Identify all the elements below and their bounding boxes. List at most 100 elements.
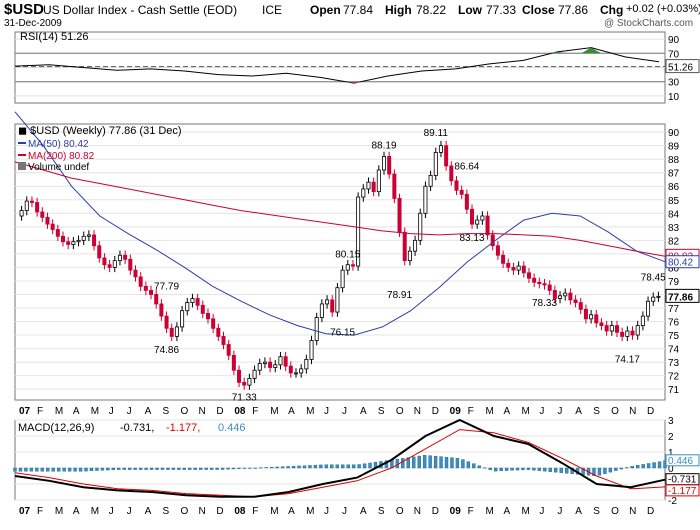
- macd-histogram-bar: [603, 467, 607, 474]
- price-tick-label: 79: [668, 277, 680, 288]
- macd-histogram-bar: [106, 467, 110, 471]
- price-candle: [195, 298, 200, 306]
- macd-histogram-bar: [275, 466, 279, 469]
- macd-histogram-bar: [564, 467, 569, 474]
- macd-x-tick: J: [109, 506, 114, 517]
- price-candle: [459, 189, 464, 195]
- exchange: ICE: [262, 3, 283, 17]
- price-candle: [231, 354, 236, 371]
- macd-histogram-bar: [554, 467, 558, 473]
- price-candle: [102, 257, 107, 266]
- price-candle: [501, 254, 506, 264]
- price-candle: [335, 287, 340, 313]
- price-candle: [180, 310, 185, 328]
- price-candle: [407, 250, 412, 262]
- close-value: 77.86: [558, 3, 589, 17]
- macd-x-tick: S: [593, 506, 600, 517]
- macd-last-value: 0.446: [668, 456, 693, 467]
- macd-histogram-bar: [461, 459, 465, 469]
- price-candle: [428, 175, 433, 187]
- price-candle: [604, 325, 609, 332]
- price-candle: [449, 165, 454, 182]
- macd-histogram-bar: [635, 465, 640, 469]
- price-candle: [397, 198, 402, 233]
- price-candle: [66, 241, 71, 245]
- rsi-overbought-fill: [547, 51, 568, 54]
- macd-histogram-bar: [128, 467, 132, 470]
- low-label: Low: [458, 3, 482, 17]
- macd-histogram-bar: [428, 455, 432, 469]
- price-candle: [635, 325, 640, 336]
- price-candle: [625, 330, 630, 337]
- macd-histogram-bar: [357, 464, 361, 469]
- macd-histogram-bar: [412, 456, 416, 469]
- price-tick-label: 83: [668, 223, 680, 234]
- price-candle: [304, 359, 309, 370]
- macd-histogram-bar: [532, 467, 536, 471]
- price-tick-label: 86: [668, 182, 680, 193]
- macd-histogram-bar: [46, 467, 50, 472]
- macd-histogram-bar: [652, 462, 656, 469]
- macd-histogram-bar: [526, 467, 531, 470]
- price-candle: [185, 302, 190, 312]
- macd-last-value: -1.177: [668, 486, 697, 497]
- macd-histogram-bar: [368, 462, 372, 469]
- price-tick-label: 88: [668, 155, 680, 166]
- price-candle: [583, 308, 588, 320]
- macd-histogram-bar: [330, 464, 334, 469]
- price-candle: [630, 330, 635, 336]
- macd-histogram-bar: [504, 467, 509, 471]
- macd-x-tick: A: [575, 506, 582, 517]
- macd-histogram-bar: [215, 467, 219, 470]
- price-candle: [392, 173, 397, 199]
- price-candle: [159, 303, 164, 317]
- price-candle: [252, 369, 257, 379]
- price-candle: [609, 325, 614, 332]
- macd-histogram-bar: [630, 465, 634, 469]
- price-candle: [268, 361, 273, 368]
- macd-histogram-bar: [548, 467, 552, 472]
- macd-histogram-bar: [302, 465, 307, 469]
- price-candle: [563, 292, 568, 297]
- price-candle: [40, 211, 45, 218]
- price-candle: [521, 265, 526, 274]
- price-candle: [438, 145, 443, 153]
- symbol-description: US Dollar Index - Cash Settle (EOD): [43, 3, 238, 17]
- macd-histogram-bar: [204, 467, 208, 470]
- price-candle: [24, 200, 29, 211]
- price-candle: [599, 322, 604, 326]
- price-x-tick: F: [252, 406, 258, 417]
- price-candle: [211, 318, 216, 329]
- price-candle: [480, 215, 485, 221]
- last-close-box: [665, 288, 700, 303]
- date: 31-Dec-2009: [4, 18, 62, 29]
- price-candle: [71, 241, 76, 245]
- macd-histogram-bar: [122, 467, 126, 470]
- macd-x-tick: 07: [19, 506, 31, 517]
- price-candle: [495, 245, 500, 256]
- price-x-tick: F: [37, 406, 43, 417]
- price-x-tick: S: [378, 406, 385, 417]
- price-x-tick: 08: [234, 406, 246, 417]
- price-x-tick: 07: [19, 406, 31, 417]
- macd-histogram-bar: [297, 465, 301, 469]
- macd-histogram-bar: [40, 467, 45, 472]
- price-candle: [464, 193, 469, 210]
- macd-histogram-bar: [515, 467, 520, 471]
- macd-histogram-bar: [422, 455, 427, 469]
- symbol: $USD: [4, 1, 45, 18]
- price-candle: [293, 372, 298, 375]
- price-x-tick: M: [306, 406, 314, 417]
- price-x-tick: M: [521, 406, 529, 417]
- macd-x-tick: S: [163, 506, 170, 517]
- price-candle: [568, 292, 573, 301]
- macd-histogram-bar: [155, 467, 159, 470]
- low-value: 77.33: [486, 3, 517, 17]
- macd-tick-label: 3: [668, 416, 674, 427]
- rsi-tick-label: 90: [668, 35, 680, 46]
- price-candle: [640, 315, 645, 326]
- price-annotation: 78.33: [532, 298, 557, 309]
- macd-histogram-bar: [543, 467, 547, 472]
- macd-histogram-bar: [450, 457, 454, 469]
- macd-tick-label: 2: [668, 432, 674, 443]
